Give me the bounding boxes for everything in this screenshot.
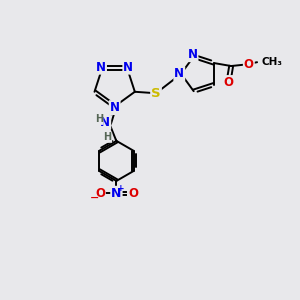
Text: N: N: [188, 48, 197, 61]
Text: O: O: [95, 187, 105, 200]
Text: N: N: [100, 116, 110, 129]
Text: H: H: [103, 132, 112, 142]
Text: H: H: [95, 114, 103, 124]
Text: N: N: [174, 67, 184, 80]
Text: N: N: [110, 101, 120, 114]
Text: S: S: [151, 87, 161, 100]
Text: −: −: [89, 193, 99, 203]
Text: N: N: [123, 61, 133, 74]
Text: N: N: [96, 61, 106, 74]
Text: CH₃: CH₃: [262, 57, 283, 67]
Text: O: O: [244, 58, 254, 71]
Text: O: O: [224, 76, 234, 89]
Text: N: N: [111, 187, 122, 200]
Text: +: +: [117, 184, 124, 193]
Text: O: O: [128, 187, 138, 200]
